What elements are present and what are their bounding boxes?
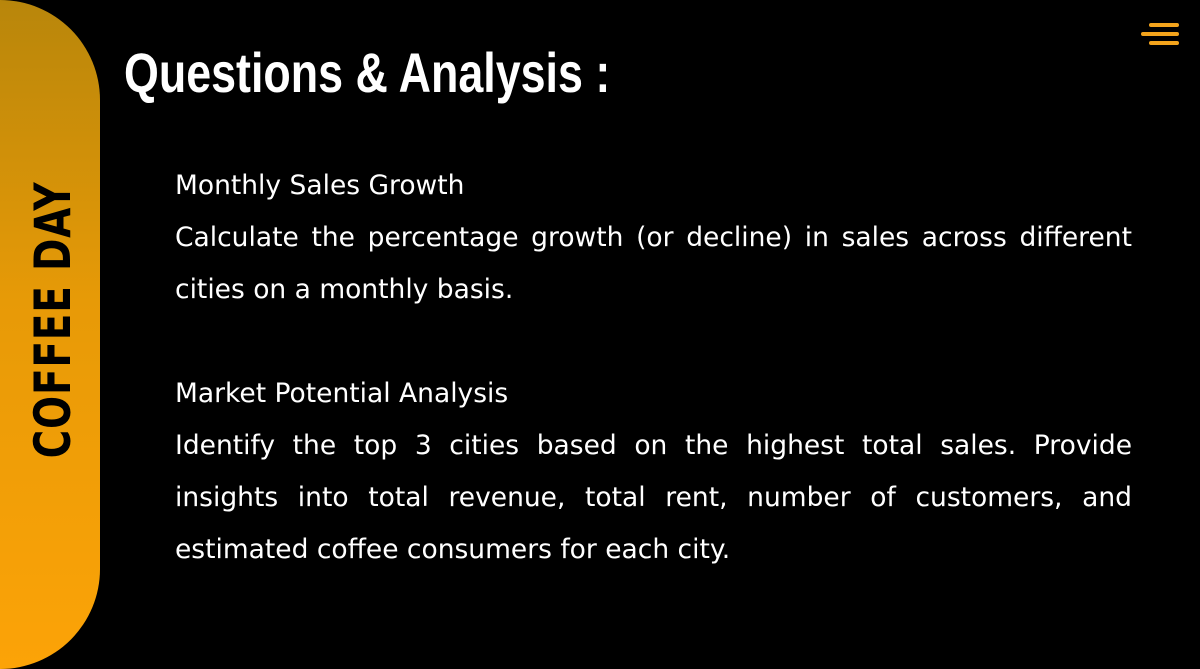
menu-icon[interactable] bbox=[1141, 22, 1179, 48]
section-monthly-sales: Monthly Sales Growth Calculate the perce… bbox=[175, 160, 1132, 316]
section-description: Calculate the percentage growth (or decl… bbox=[175, 222, 1132, 305]
slide-title: Questions & Analysis : bbox=[124, 41, 611, 104]
section-market-potential: Market Potential Analysis Identify the t… bbox=[175, 368, 1132, 576]
section-heading: Monthly Sales Growth bbox=[175, 170, 465, 201]
brand-name: COFFEE DAY bbox=[24, 181, 82, 459]
side-panel bbox=[0, 0, 100, 669]
content: Monthly Sales Growth Calculate the perce… bbox=[175, 160, 1132, 576]
section-heading: Market Potential Analysis bbox=[175, 378, 509, 409]
section-description: Identify the top 3 cities based on the h… bbox=[175, 430, 1132, 565]
